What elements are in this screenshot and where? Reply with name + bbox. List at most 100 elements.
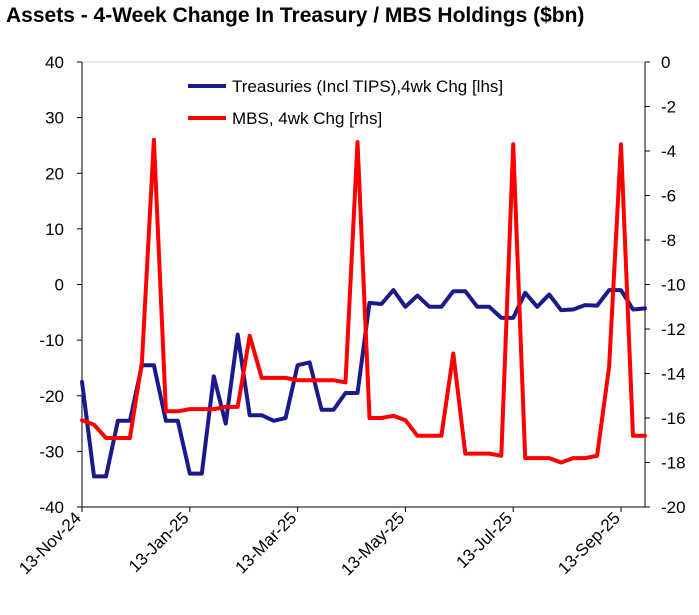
series-line-mbs [80, 137, 647, 465]
data-point-treasuries [476, 306, 478, 308]
data-point-treasuries [512, 317, 514, 319]
chart-title: Assets - 4-Week Change In Treasury / MBS… [6, 4, 585, 27]
data-point-treasuries [213, 375, 215, 377]
data-point-mbs [380, 417, 382, 419]
data-point-treasuries [452, 290, 454, 292]
data-point-mbs [404, 419, 406, 421]
data-point-mbs [428, 435, 430, 437]
data-point-mbs [201, 408, 203, 410]
data-point-mbs [608, 366, 610, 368]
data-point-mbs [81, 419, 83, 421]
legend: Treasuries (Incl TIPS),4wk Chg [lhs] MBS,… [188, 77, 503, 128]
left-tick-label: -40 [39, 498, 64, 517]
data-point-mbs [368, 417, 370, 419]
data-point-treasuries [117, 420, 119, 422]
legend-label-mbs: MBS, 4wk Chg [rhs] [232, 109, 382, 128]
data-point-treasuries [345, 392, 347, 394]
data-point-treasuries [392, 289, 394, 291]
data-point-treasuries [536, 306, 538, 308]
right-tick-label: -18 [661, 454, 686, 473]
data-point-mbs [261, 377, 263, 379]
data-point-treasuries [380, 303, 382, 305]
data-point-treasuries [488, 306, 490, 308]
data-point-treasuries [644, 307, 646, 309]
data-point-treasuries [500, 317, 502, 319]
data-point-mbs [512, 143, 514, 145]
data-point-mbs [500, 455, 502, 457]
left-tick-label: -20 [39, 387, 64, 406]
data-point-treasuries [321, 409, 323, 411]
data-point-treasuries [153, 364, 155, 366]
data-point-mbs [117, 437, 119, 439]
data-point-mbs [189, 408, 191, 410]
x-axis-ticks: 13-Nov-24 13-Jan-25 13-Mar-25 13-May-25 13-J… [15, 507, 624, 579]
data-point-treasuries [632, 309, 634, 311]
data-point-treasuries [524, 292, 526, 294]
right-tick-label: -14 [661, 365, 686, 384]
data-point-mbs [536, 457, 538, 459]
data-point-mbs [596, 455, 598, 457]
data-point-treasuries [464, 290, 466, 292]
left-axis-ticks: 40 30 20 10 0 -10 -20 -30 -40 [39, 53, 82, 517]
data-point-mbs [452, 352, 454, 354]
data-point-mbs [620, 143, 622, 145]
right-tick-label: -10 [661, 276, 686, 295]
data-point-mbs [560, 462, 562, 463]
data-point-treasuries [201, 473, 203, 475]
data-point-mbs [333, 379, 335, 381]
left-tick-label: 40 [45, 53, 64, 72]
data-point-mbs [93, 424, 95, 426]
data-point-mbs [273, 377, 275, 379]
data-point-mbs [357, 141, 359, 143]
data-point-treasuries [225, 423, 227, 425]
x-tick-label: 13-Jan-25 [125, 508, 193, 576]
data-point-treasuries [333, 409, 335, 411]
data-point-treasuries [177, 420, 179, 422]
data-point-mbs [285, 377, 287, 379]
x-tick-label: 13-Nov-24 [15, 508, 85, 578]
x-tick-label: 13-Mar-25 [232, 508, 301, 577]
series-line-treasuries [80, 288, 647, 479]
data-point-treasuries [249, 414, 251, 416]
left-tick-label: 20 [45, 164, 64, 183]
data-point-mbs [177, 410, 179, 412]
x-tick-label: 13-Jul-25 [453, 508, 517, 572]
data-point-treasuries [404, 306, 406, 308]
data-point-mbs [141, 361, 143, 363]
data-point-treasuries [620, 289, 622, 291]
x-tick-label: 13-Sep-25 [554, 508, 624, 578]
data-point-mbs [548, 457, 550, 459]
data-point-treasuries [357, 392, 359, 394]
data-point-treasuries [129, 420, 131, 422]
right-axis-ticks: 0 -2 -4 -6 -8 -10 -12 -14 -16 -18 -20 [645, 53, 686, 517]
data-point-mbs [105, 437, 107, 439]
data-point-mbs [225, 406, 227, 408]
data-point-treasuries [368, 302, 370, 304]
data-point-mbs [572, 457, 574, 459]
data-point-treasuries [189, 473, 191, 475]
data-point-mbs [213, 408, 215, 410]
data-point-treasuries [584, 304, 586, 306]
right-tick-label: -4 [661, 142, 676, 161]
data-point-treasuries [285, 417, 287, 419]
data-point-treasuries [560, 309, 562, 311]
data-point-mbs [440, 435, 442, 437]
right-tick-label: -20 [661, 498, 686, 517]
data-point-treasuries [81, 381, 83, 383]
data-point-treasuries [93, 475, 95, 477]
right-tick-label: -12 [661, 320, 686, 339]
data-point-mbs [644, 435, 646, 437]
data-point-treasuries [237, 334, 239, 336]
data-point-mbs [632, 435, 634, 437]
data-point-mbs [309, 379, 311, 381]
data-point-treasuries [548, 294, 550, 296]
data-point-mbs [249, 335, 251, 337]
left-tick-label: 10 [45, 220, 64, 239]
data-point-treasuries [309, 361, 311, 363]
left-tick-label: -30 [39, 442, 64, 461]
legend-label-treasuries: Treasuries (Incl TIPS),4wk Chg [lhs] [232, 77, 503, 96]
data-point-treasuries [440, 306, 442, 308]
right-tick-label: 0 [661, 53, 670, 72]
data-point-mbs [237, 406, 239, 408]
